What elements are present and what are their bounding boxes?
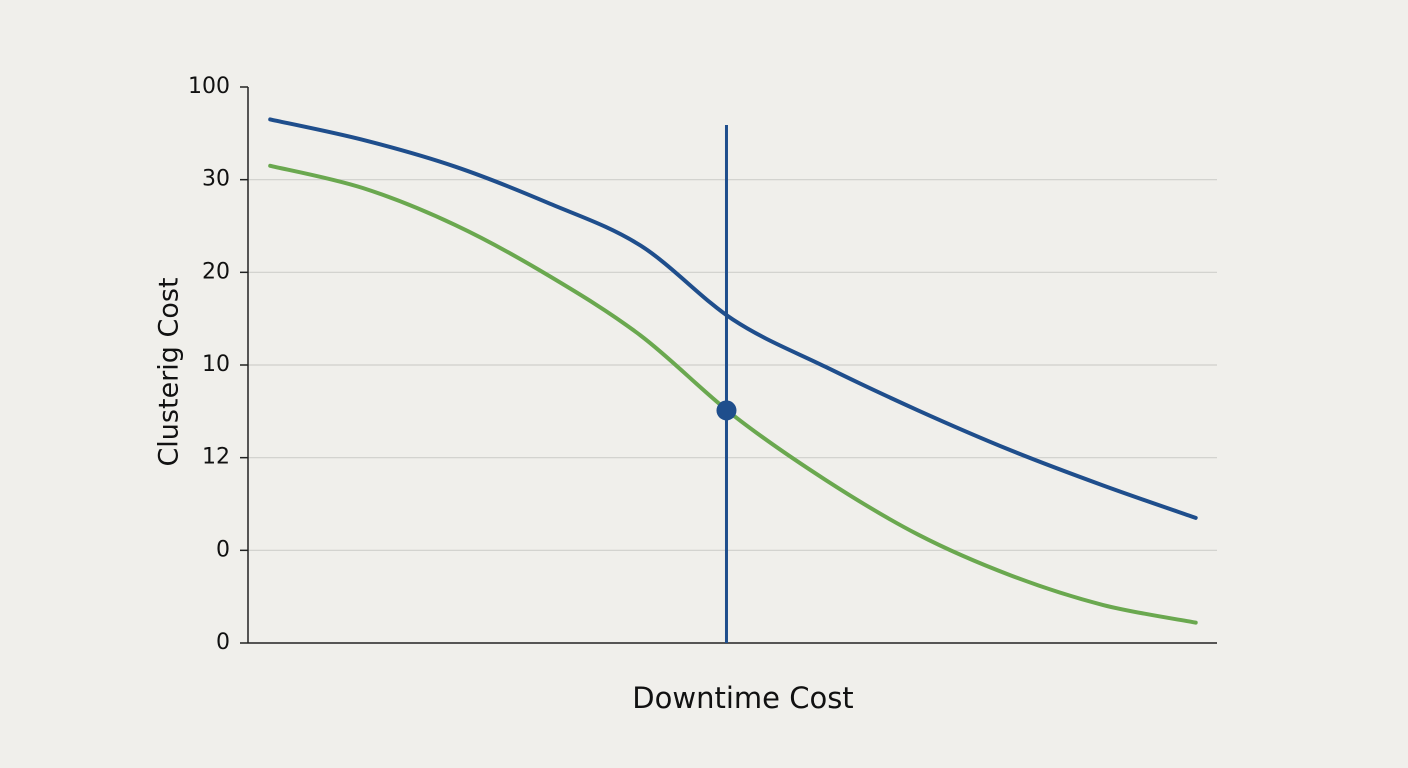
y-tick-label: 12 [202, 445, 230, 470]
series-line [268, 117, 1198, 520]
x-axis-label: Downtime Cost [632, 681, 853, 715]
y-tick-label: 0 [216, 537, 230, 562]
y-tick-label: 10 [202, 352, 230, 377]
y-tick-label: 0 [216, 630, 230, 655]
y-axis-label: Clusterig Cost [154, 277, 185, 466]
y-tick-label: 100 [188, 74, 230, 99]
y-tick-label: 20 [202, 259, 230, 284]
y-tick-label: 30 [202, 167, 230, 192]
highlight-point [716, 400, 737, 421]
